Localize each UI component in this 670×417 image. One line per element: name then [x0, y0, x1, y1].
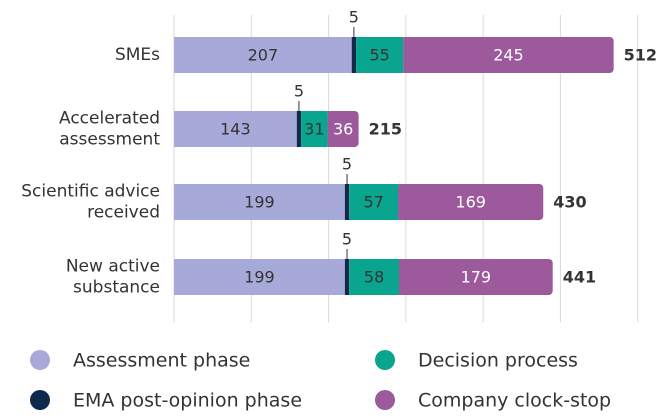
value-label: 169 [455, 193, 486, 212]
value-label: 179 [461, 268, 492, 287]
y-tick-label: New active substance [66, 257, 160, 298]
y-tick-label-line: Scientific advice [21, 182, 160, 202]
legend-label: Decision process [418, 350, 578, 372]
value-label: 5 [349, 8, 359, 27]
bar-segment [174, 111, 297, 147]
value-label: 55 [369, 46, 389, 65]
y-tick-label: Accelerated assessment [59, 109, 160, 150]
bar-segment-join [403, 37, 410, 73]
y-tick-label-line: Accelerated [59, 109, 160, 129]
value-label: 5 [342, 230, 352, 249]
legend-label: Assessment phase [73, 350, 250, 372]
value-label: 5 [294, 82, 304, 101]
value-label: 31 [304, 120, 324, 139]
value-label: 245 [493, 46, 524, 65]
total-label: 430 [553, 193, 586, 212]
value-label: 199 [244, 268, 275, 287]
bar-segment [356, 37, 404, 73]
total-label: 441 [563, 268, 596, 287]
legend-label: EMA post-opinion phase [73, 390, 302, 412]
total-label: 215 [369, 120, 402, 139]
y-tick-label-line: assessment [59, 130, 160, 150]
value-label: 143 [220, 120, 251, 139]
value-label: 58 [364, 268, 384, 287]
bar-segment [403, 37, 614, 73]
y-tick-label-line: SMEs [115, 45, 160, 65]
value-label: 57 [363, 193, 383, 212]
bar-segment [398, 184, 544, 220]
bar-segment-join [398, 259, 405, 295]
bar-segment [327, 111, 359, 147]
legend-marker [30, 350, 50, 370]
bar-segment [349, 184, 399, 220]
bar-segment [174, 184, 345, 220]
y-tick-label: SMEs [115, 45, 160, 65]
bar-segment [174, 37, 352, 73]
value-label: 36 [333, 120, 353, 139]
legend-marker [30, 390, 50, 410]
y-tick-label-line: substance [73, 278, 160, 298]
y-tick-label-line: received [87, 203, 160, 223]
bar-segment [344, 184, 350, 220]
bar-segment [301, 111, 328, 147]
total-label: 512 [624, 46, 657, 65]
bar-segment [349, 259, 399, 295]
bar-segment [174, 259, 345, 295]
value-label: 5 [342, 155, 352, 174]
bar-segment [351, 37, 357, 73]
y-tick-label-line: New active [66, 257, 160, 277]
legend-marker [375, 350, 395, 370]
bar-segment [296, 111, 302, 147]
bar-segment-join [327, 111, 334, 147]
y-tick-label: Scientific advice received [21, 182, 160, 223]
value-label: 207 [248, 46, 279, 65]
bar-segment [344, 259, 350, 295]
bar-segment [398, 259, 553, 295]
legend-marker [375, 390, 395, 410]
value-label: 199 [244, 193, 275, 212]
legend-label: Company clock-stop [418, 390, 611, 412]
bar-segment-join [398, 184, 405, 220]
